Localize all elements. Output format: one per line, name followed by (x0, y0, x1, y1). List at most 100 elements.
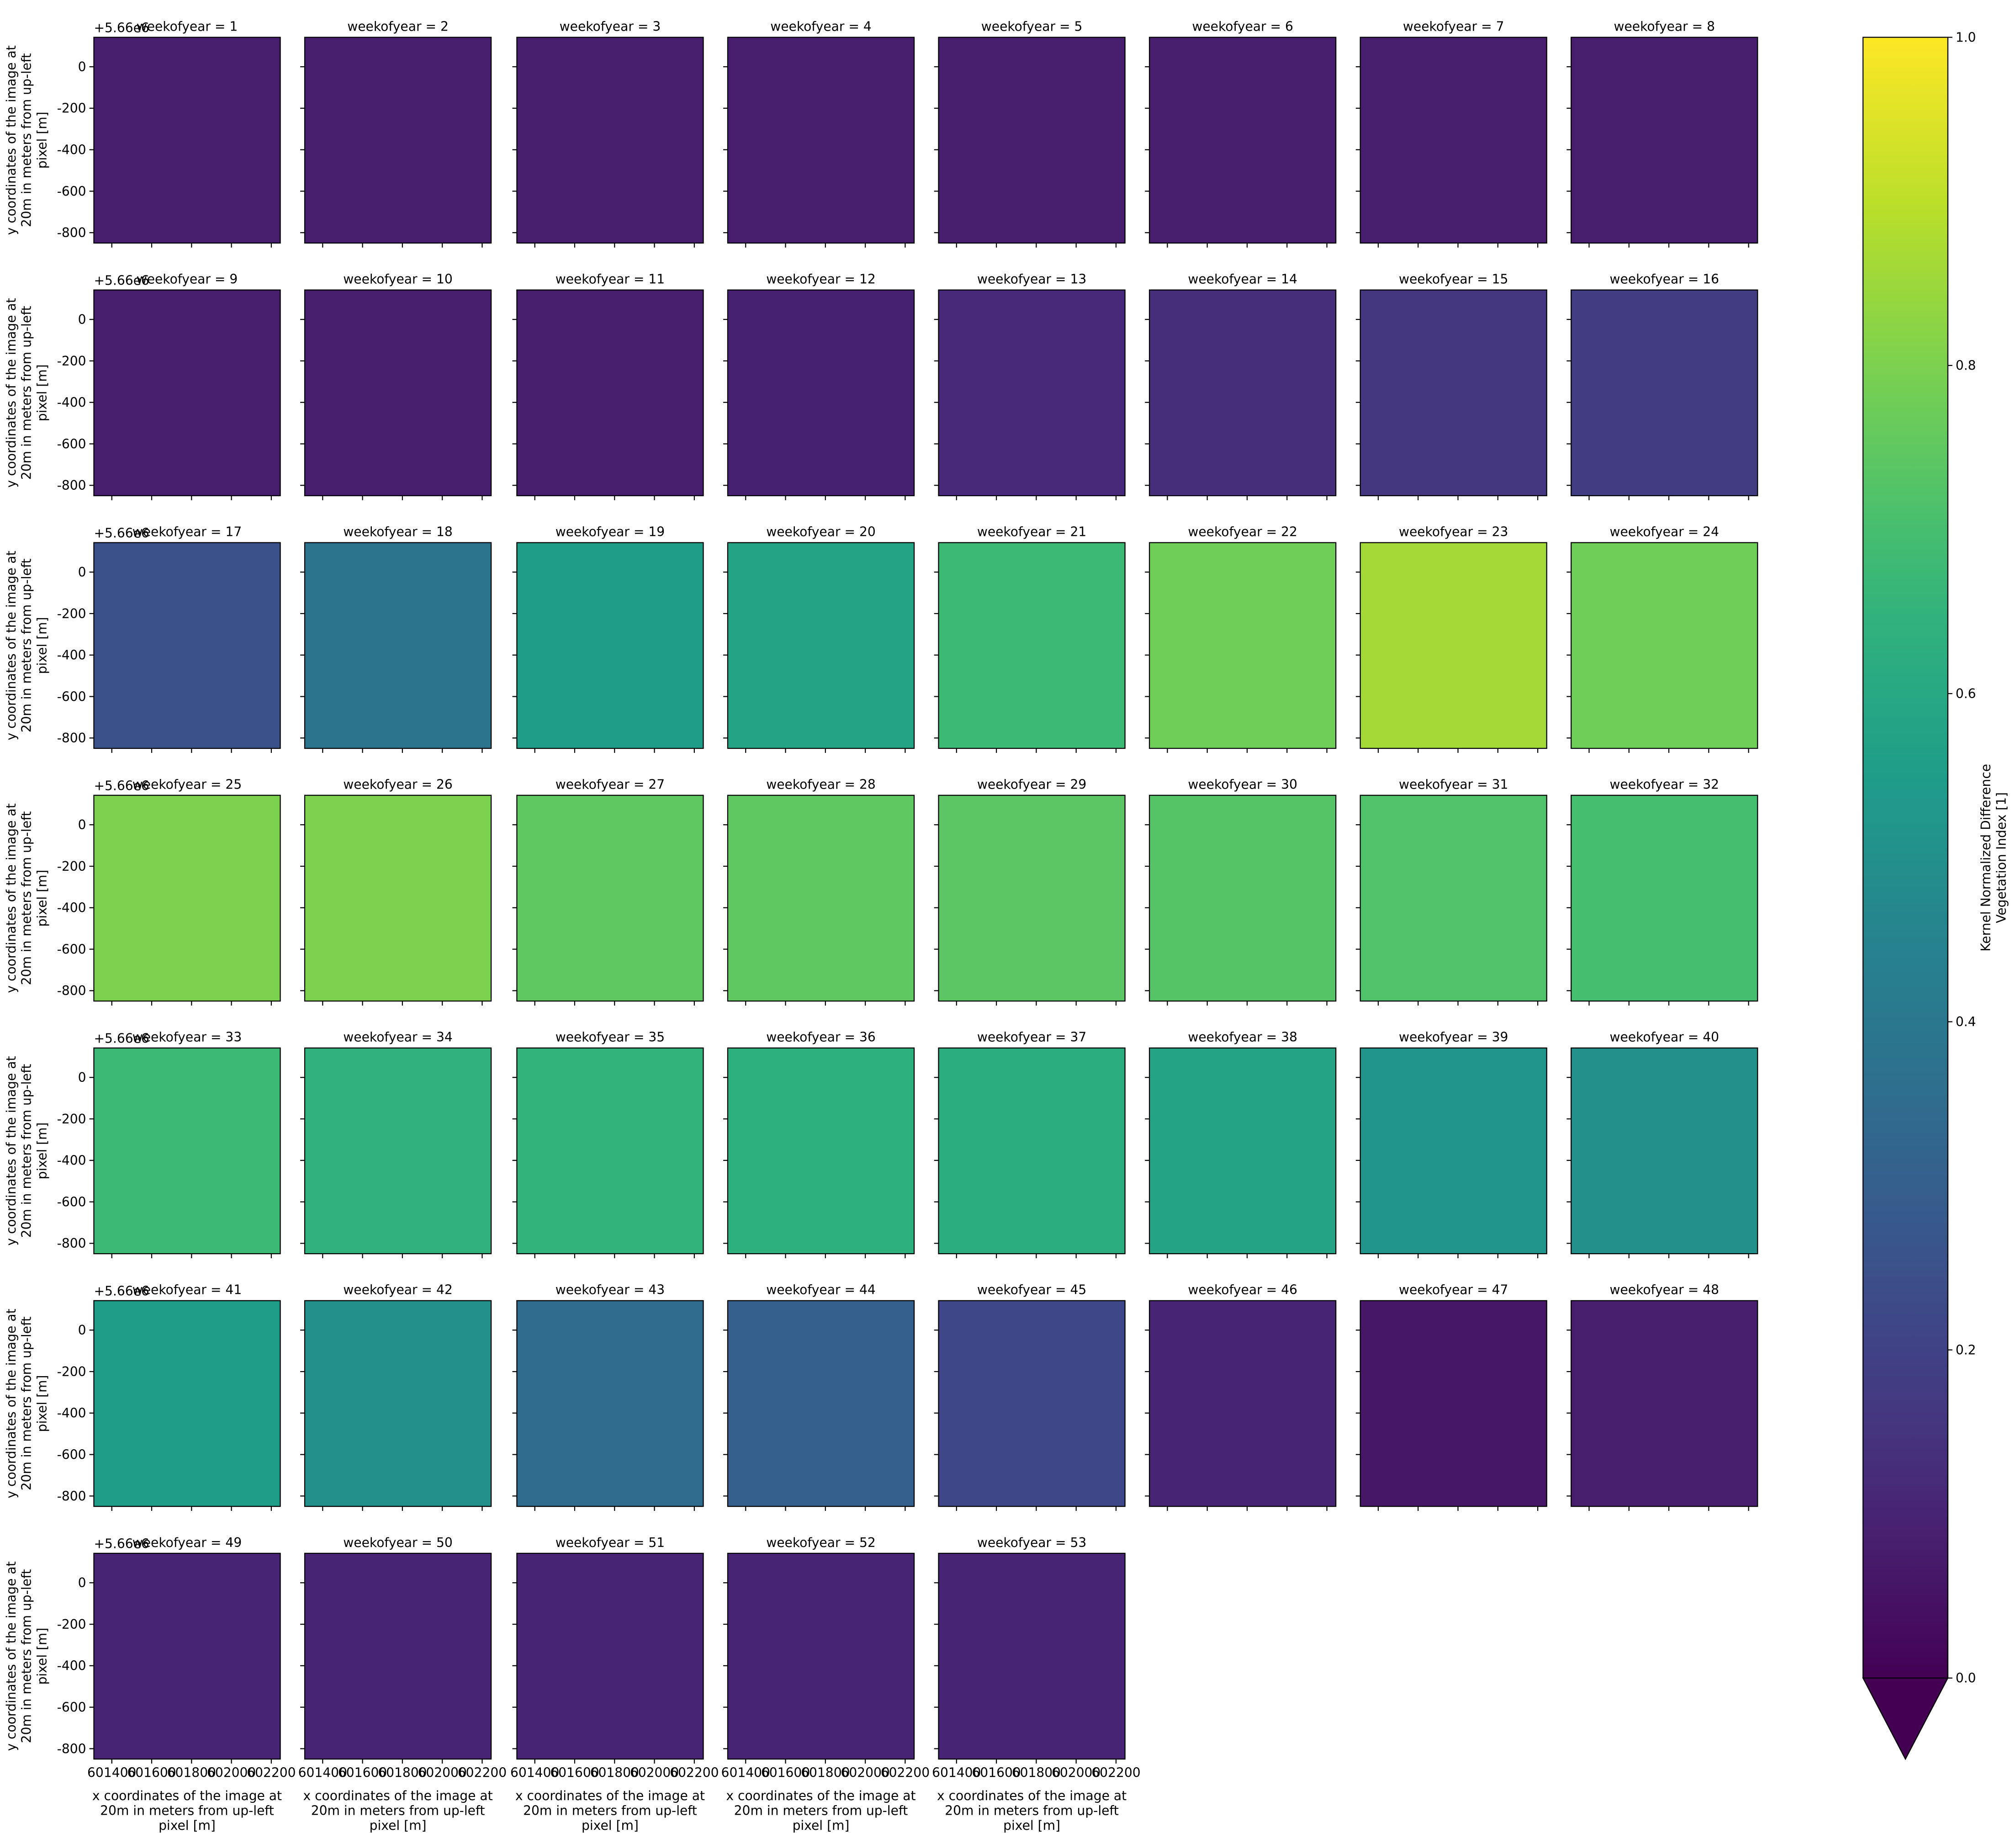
y-axis-label: y coordinates of the image at (4, 45, 19, 235)
heatmap-panel (938, 542, 1125, 749)
facet-title: weekofyear = 5 (981, 19, 1083, 34)
x-tick-label: 601400 (721, 1765, 770, 1780)
x-tick-label: 602000 (1052, 1765, 1101, 1780)
panel-frame (304, 542, 492, 749)
facet-title: weekofyear = 47 (1399, 1282, 1508, 1298)
y-axis-label: pixel [m] (34, 1628, 49, 1685)
panel-frame (304, 1300, 492, 1507)
colorbar (1863, 37, 1948, 1678)
heatmap-panel (94, 290, 280, 496)
panel-frame (93, 289, 281, 497)
facet-title: weekofyear = 26 (343, 777, 453, 792)
y-tick-label: -600 (57, 436, 86, 451)
x-axis-label: x coordinates of the image at (937, 1788, 1127, 1803)
heatmap-panel (1360, 795, 1547, 1001)
facet-title: weekofyear = 13 (977, 272, 1087, 287)
y-axis-label: pixel [m] (34, 869, 49, 927)
panel-frame (516, 795, 704, 1002)
panel-frame (938, 289, 1126, 497)
colorbar-tick-label: 0.0 (1956, 1671, 1976, 1686)
x-axis-label: x coordinates of the image at (515, 1788, 705, 1803)
y-axis-label: pixel [m] (34, 617, 49, 674)
facet-title: weekofyear = 43 (556, 1282, 665, 1298)
facet-title: weekofyear = 46 (1188, 1282, 1297, 1298)
panel-frame (93, 1300, 281, 1507)
facet-title: weekofyear = 31 (1399, 777, 1508, 792)
panel-frame (516, 542, 704, 749)
y-tick-label: -400 (57, 648, 86, 663)
y-tick-label: -400 (57, 1658, 86, 1674)
panel-frame (938, 1552, 1126, 1760)
panel-frame (1571, 1300, 1758, 1507)
colorbar-tick-label: 1.0 (1956, 30, 1976, 45)
y-axis-label: 20m in meters from up-left (19, 1064, 34, 1238)
facet-title: weekofyear = 32 (1610, 777, 1720, 792)
y-tick-label: -200 (57, 1617, 86, 1632)
colorbar-label: Kernel Normalized Difference (1979, 764, 1994, 952)
heatmap-panel (727, 1553, 915, 1759)
y-axis-label: y coordinates of the image at (4, 1309, 19, 1498)
panel-frame (304, 289, 492, 497)
y-axis-label: pixel [m] (34, 1122, 49, 1179)
y-tick-label: -800 (57, 1741, 86, 1756)
heatmap-panel (1571, 542, 1758, 749)
heatmap-panel (1149, 542, 1336, 749)
facet-title: weekofyear = 3 (560, 19, 661, 34)
heatmap-panel (727, 542, 915, 749)
panel-frame (304, 37, 492, 244)
facet-title: weekofyear = 36 (766, 1030, 875, 1045)
facet-title: weekofyear = 35 (556, 1030, 665, 1045)
heatmap-panel (1571, 1048, 1758, 1254)
heatmap-panel (727, 1048, 915, 1254)
x-tick-label: 602000 (207, 1765, 256, 1780)
panel-frame (1148, 37, 1337, 244)
x-tick-label: 601400 (298, 1765, 347, 1780)
heatmap-panel (938, 290, 1125, 496)
y-tick-label: -200 (57, 354, 86, 369)
y-tick-label: -800 (57, 731, 86, 746)
facet-title: weekofyear = 10 (343, 272, 453, 287)
panel-frame (1360, 1300, 1547, 1507)
y-axis-label: 20m in meters from up-left (19, 559, 34, 733)
panel-frame (727, 37, 915, 244)
facet-title: weekofyear = 44 (766, 1282, 875, 1298)
y-tick-label: 0 (78, 1070, 86, 1085)
facet-title: weekofyear = 40 (1610, 1030, 1720, 1045)
x-axis-label: pixel [m] (582, 1818, 639, 1833)
panel-frame (1360, 1047, 1547, 1255)
x-tick-label: 602000 (841, 1765, 889, 1780)
x-tick-label: 602200 (670, 1765, 719, 1780)
facet-title: weekofyear = 38 (1188, 1030, 1297, 1045)
panel-frame (1571, 1047, 1758, 1255)
facet-title: weekofyear = 42 (343, 1282, 453, 1298)
heatmap-panel (938, 1553, 1125, 1759)
facet-title: weekofyear = 2 (347, 19, 449, 34)
heatmap-panel (1360, 1048, 1547, 1254)
facet-title: weekofyear = 23 (1399, 524, 1508, 540)
panel-frame (727, 289, 915, 497)
x-tick-label: 601400 (932, 1765, 981, 1780)
facet-title: weekofyear = 6 (1192, 19, 1293, 34)
y-offset: +5.66e6 (94, 1284, 149, 1299)
colorbar-label: Vegetation Index [1] (1994, 792, 2009, 923)
y-offset: +5.66e6 (94, 273, 149, 288)
heatmap-panel (94, 37, 280, 243)
y-tick-label: -600 (57, 942, 86, 957)
y-tick-label: -800 (57, 225, 86, 240)
panel-frame (304, 1047, 492, 1255)
heatmap-panel (94, 1300, 280, 1507)
y-axis-label: 20m in meters from up-left (19, 53, 34, 227)
x-tick-label: 601600 (338, 1765, 387, 1780)
y-tick-label: -600 (57, 1700, 86, 1715)
facet-title: weekofyear = 28 (766, 777, 875, 792)
facet-title: weekofyear = 11 (556, 272, 665, 287)
x-tick-label: 602200 (881, 1765, 930, 1780)
y-axis-label: y coordinates of the image at (4, 298, 19, 487)
colorbar-tick-label: 0.4 (1956, 1014, 1976, 1029)
facet-title: weekofyear = 24 (1610, 524, 1720, 540)
panel-frame (938, 542, 1126, 749)
x-axis-label: 20m in meters from up-left (311, 1803, 485, 1818)
panel-frame (304, 795, 492, 1002)
facet-title: weekofyear = 29 (977, 777, 1087, 792)
